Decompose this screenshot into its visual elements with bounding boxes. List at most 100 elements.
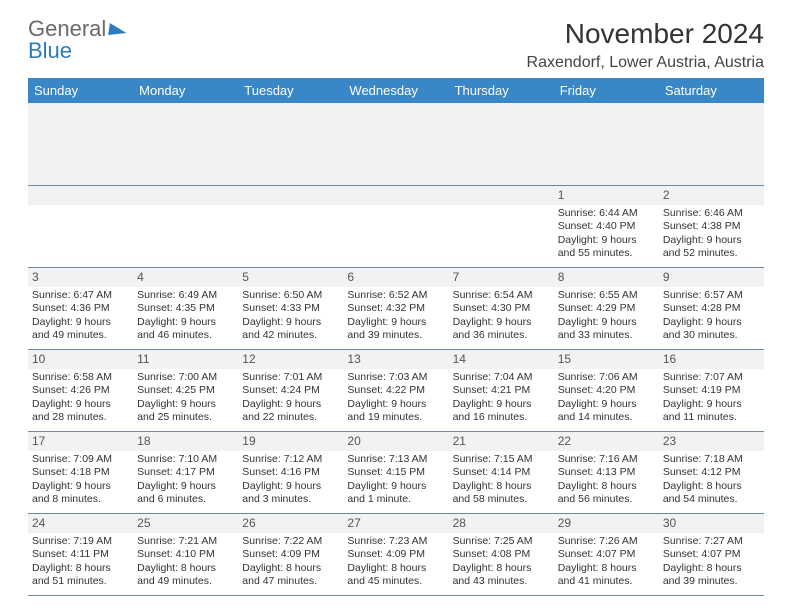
daylight-text: and 3 minutes. bbox=[242, 493, 339, 506]
day-number: 12 bbox=[238, 350, 343, 369]
day-number-empty bbox=[449, 186, 554, 205]
daylight-text: Daylight: 9 hours bbox=[137, 316, 234, 329]
daylight-text: and 6 minutes. bbox=[137, 493, 234, 506]
daylight-text: Daylight: 9 hours bbox=[663, 234, 760, 247]
day-number: 17 bbox=[28, 432, 133, 451]
sunset-text: Sunset: 4:07 PM bbox=[663, 548, 760, 561]
sunrise-text: Sunrise: 7:13 AM bbox=[347, 453, 444, 466]
daylight-text: Daylight: 9 hours bbox=[663, 398, 760, 411]
sunrise-text: Sunrise: 7:04 AM bbox=[453, 371, 550, 384]
calendar-day-cell: 1Sunrise: 6:44 AMSunset: 4:40 PMDaylight… bbox=[554, 185, 659, 267]
daylight-text: Daylight: 8 hours bbox=[242, 562, 339, 575]
sunrise-text: Sunrise: 6:49 AM bbox=[137, 289, 234, 302]
sunset-text: Sunset: 4:36 PM bbox=[32, 302, 129, 315]
sunrise-text: Sunrise: 7:22 AM bbox=[242, 535, 339, 548]
sunset-text: Sunset: 4:18 PM bbox=[32, 466, 129, 479]
sunrise-text: Sunrise: 6:55 AM bbox=[558, 289, 655, 302]
calendar-day-cell: 23Sunrise: 7:18 AMSunset: 4:12 PMDayligh… bbox=[659, 431, 764, 513]
daylight-text: and 39 minutes. bbox=[663, 575, 760, 588]
sunrise-text: Sunrise: 7:16 AM bbox=[558, 453, 655, 466]
calendar-day-cell: 15Sunrise: 7:06 AMSunset: 4:20 PMDayligh… bbox=[554, 349, 659, 431]
daylight-text: and 11 minutes. bbox=[663, 411, 760, 424]
location: Raxendorf, Lower Austria, Austria bbox=[527, 54, 764, 72]
calendar-day-cell bbox=[28, 185, 133, 267]
sunrise-text: Sunrise: 7:25 AM bbox=[453, 535, 550, 548]
day-number: 28 bbox=[449, 514, 554, 533]
daylight-text: and 41 minutes. bbox=[558, 575, 655, 588]
day-number: 10 bbox=[28, 350, 133, 369]
daylight-text: Daylight: 9 hours bbox=[32, 316, 129, 329]
daylight-text: and 25 minutes. bbox=[137, 411, 234, 424]
daylight-text: and 49 minutes. bbox=[32, 329, 129, 342]
sunset-text: Sunset: 4:14 PM bbox=[453, 466, 550, 479]
daylight-text: and 42 minutes. bbox=[242, 329, 339, 342]
daylight-text: Daylight: 8 hours bbox=[558, 480, 655, 493]
sunset-text: Sunset: 4:24 PM bbox=[242, 384, 339, 397]
calendar-day-cell: 7Sunrise: 6:54 AMSunset: 4:30 PMDaylight… bbox=[449, 267, 554, 349]
sunset-text: Sunset: 4:38 PM bbox=[663, 220, 760, 233]
daylight-text: Daylight: 9 hours bbox=[347, 480, 444, 493]
weekday-header: Saturday bbox=[659, 78, 764, 103]
calendar-table: SundayMondayTuesdayWednesdayThursdayFrid… bbox=[28, 78, 764, 596]
day-number-empty bbox=[238, 186, 343, 205]
day-number: 18 bbox=[133, 432, 238, 451]
day-number: 22 bbox=[554, 432, 659, 451]
day-number: 1 bbox=[554, 186, 659, 205]
daylight-text: and 52 minutes. bbox=[663, 247, 760, 260]
sunrise-text: Sunrise: 6:52 AM bbox=[347, 289, 444, 302]
sunset-text: Sunset: 4:32 PM bbox=[347, 302, 444, 315]
day-number: 19 bbox=[238, 432, 343, 451]
day-number: 7 bbox=[449, 268, 554, 287]
daylight-text: Daylight: 9 hours bbox=[453, 316, 550, 329]
daylight-text: and 54 minutes. bbox=[663, 493, 760, 506]
weekday-header: Tuesday bbox=[238, 78, 343, 103]
calendar-day-cell: 4Sunrise: 6:49 AMSunset: 4:35 PMDaylight… bbox=[133, 267, 238, 349]
daylight-text: and 16 minutes. bbox=[453, 411, 550, 424]
daylight-text: Daylight: 9 hours bbox=[242, 480, 339, 493]
sunset-text: Sunset: 4:26 PM bbox=[32, 384, 129, 397]
sunset-text: Sunset: 4:09 PM bbox=[347, 548, 444, 561]
sunrise-text: Sunrise: 7:09 AM bbox=[32, 453, 129, 466]
daylight-text: and 30 minutes. bbox=[663, 329, 760, 342]
daylight-text: and 56 minutes. bbox=[558, 493, 655, 506]
calendar-day-cell: 5Sunrise: 6:50 AMSunset: 4:33 PMDaylight… bbox=[238, 267, 343, 349]
logo-word2: Blue bbox=[28, 40, 127, 62]
calendar-day-cell bbox=[133, 185, 238, 267]
sunrise-text: Sunrise: 7:15 AM bbox=[453, 453, 550, 466]
sunrise-text: Sunrise: 7:18 AM bbox=[663, 453, 760, 466]
calendar-day-cell: 25Sunrise: 7:21 AMSunset: 4:10 PMDayligh… bbox=[133, 513, 238, 595]
calendar-day-cell: 20Sunrise: 7:13 AMSunset: 4:15 PMDayligh… bbox=[343, 431, 448, 513]
month-title: November 2024 bbox=[527, 18, 764, 50]
sunrise-text: Sunrise: 7:07 AM bbox=[663, 371, 760, 384]
sunrise-text: Sunrise: 7:01 AM bbox=[242, 371, 339, 384]
day-number: 25 bbox=[133, 514, 238, 533]
calendar-day-cell: 24Sunrise: 7:19 AMSunset: 4:11 PMDayligh… bbox=[28, 513, 133, 595]
sunrise-text: Sunrise: 7:23 AM bbox=[347, 535, 444, 548]
calendar-day-cell: 19Sunrise: 7:12 AMSunset: 4:16 PMDayligh… bbox=[238, 431, 343, 513]
daylight-text: Daylight: 9 hours bbox=[32, 398, 129, 411]
sunset-text: Sunset: 4:15 PM bbox=[347, 466, 444, 479]
sunset-text: Sunset: 4:29 PM bbox=[558, 302, 655, 315]
weekday-header: Wednesday bbox=[343, 78, 448, 103]
calendar-day-cell: 26Sunrise: 7:22 AMSunset: 4:09 PMDayligh… bbox=[238, 513, 343, 595]
calendar-week-row: 17 Sunrise: 7:09 AMSunset: 4:18 PM Dayligh… bbox=[28, 431, 764, 513]
weekday-header: Monday bbox=[133, 78, 238, 103]
day-number: 5 bbox=[238, 268, 343, 287]
sunrise-text: Sunrise: 7:27 AM bbox=[663, 535, 760, 548]
daylight-text: and 51 minutes. bbox=[32, 575, 129, 588]
calendar-day-cell: 16Sunrise: 7:07 AMSunset: 4:19 PMDayligh… bbox=[659, 349, 764, 431]
daylight-text: Daylight: 9 hours bbox=[453, 398, 550, 411]
calendar-day-cell: 22Sunrise: 7:16 AMSunset: 4:13 PMDayligh… bbox=[554, 431, 659, 513]
sunrise-text: Sunrise: 6:46 AM bbox=[663, 207, 760, 220]
day-number: 6 bbox=[343, 268, 448, 287]
daylight-text: Daylight: 9 hours bbox=[663, 316, 760, 329]
sunrise-text: Sunrise: 7:19 AM bbox=[32, 535, 129, 548]
daylight-text: Daylight: 8 hours bbox=[558, 562, 655, 575]
sunrise-text: Sunrise: 6:50 AM bbox=[242, 289, 339, 302]
daylight-text: and 1 minute. bbox=[347, 493, 444, 506]
daylight-text: Daylight: 9 hours bbox=[558, 234, 655, 247]
calendar-day-cell: 12Sunrise: 7:01 AMSunset: 4:24 PMDayligh… bbox=[238, 349, 343, 431]
daylight-text: Daylight: 8 hours bbox=[663, 562, 760, 575]
calendar-week-row: 24Sunrise: 7:19 AMSunset: 4:11 PMDayligh… bbox=[28, 513, 764, 595]
day-number-empty bbox=[133, 186, 238, 205]
